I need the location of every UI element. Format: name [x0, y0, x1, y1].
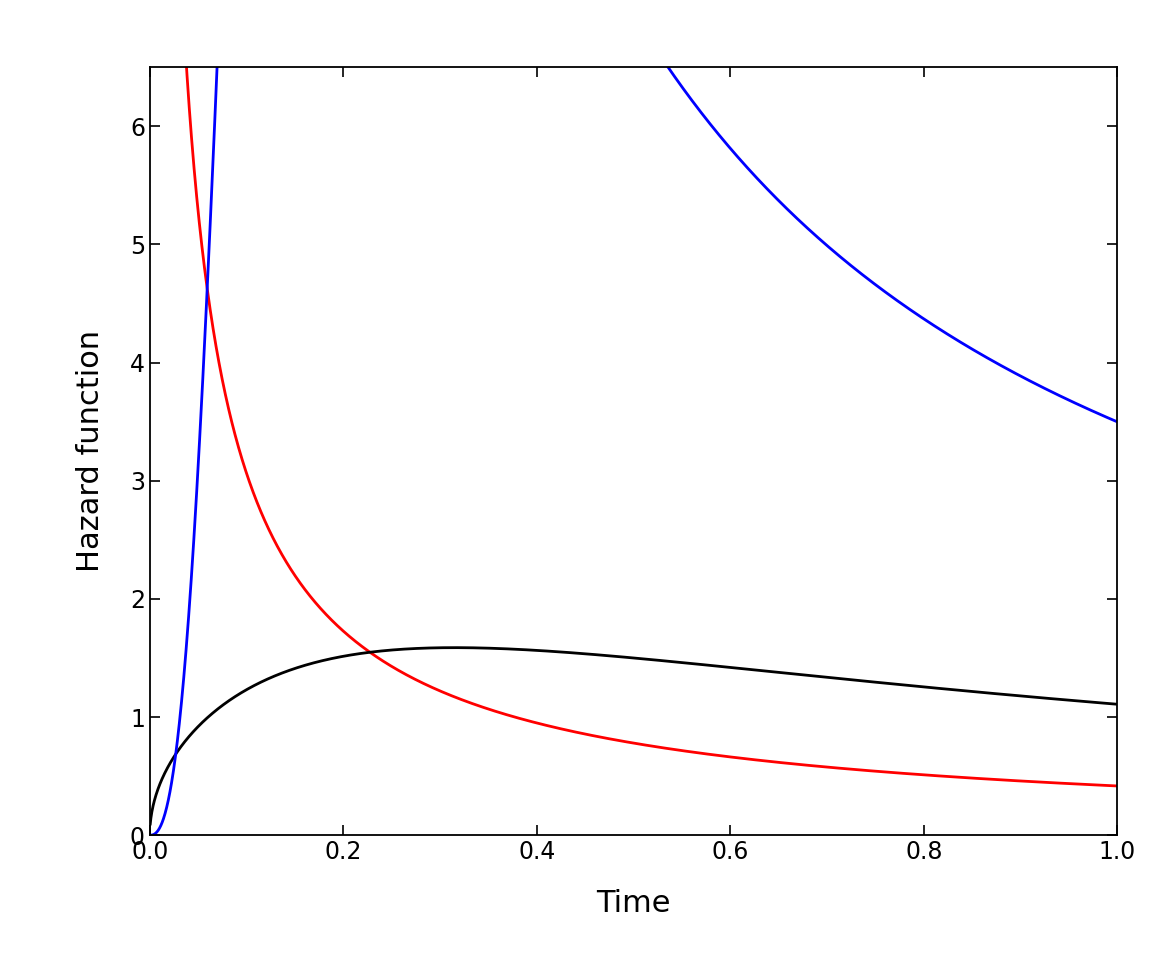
- X-axis label: Time: Time: [597, 889, 670, 918]
- Y-axis label: Hazard function: Hazard function: [76, 330, 105, 572]
